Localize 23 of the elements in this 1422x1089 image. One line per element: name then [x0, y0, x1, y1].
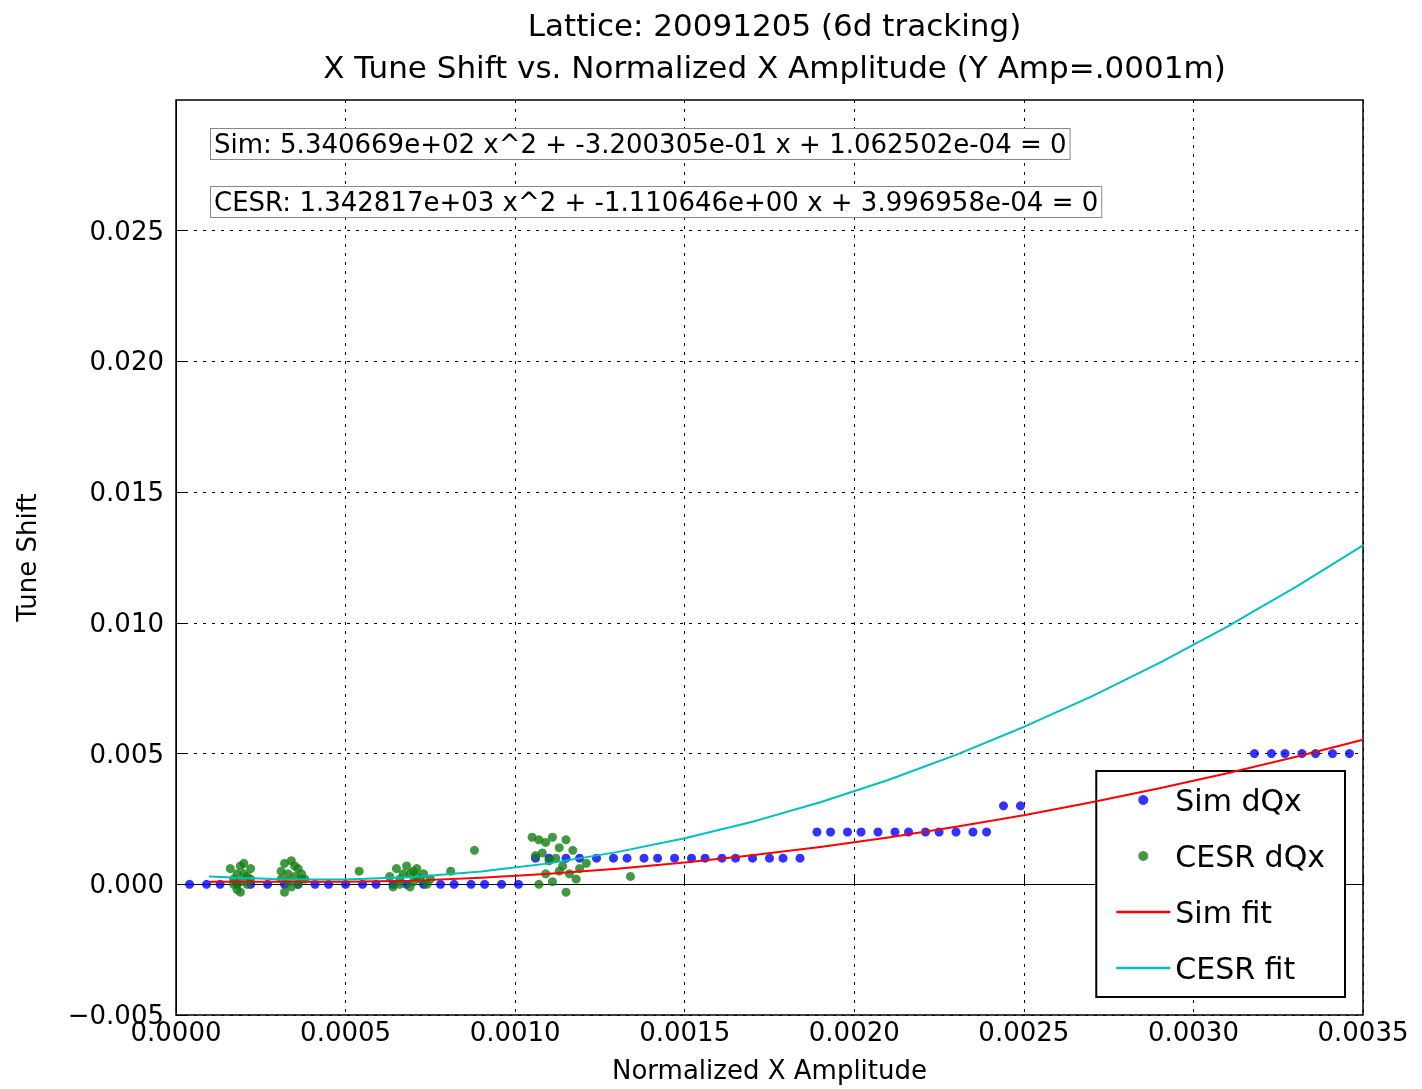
y-axis-title: Tune Shift [12, 493, 42, 623]
annotation: CESR: 1.342817e+03 x^2 + -1.110646e+00 x + 3.996958e-04 = 0 [214, 187, 1099, 217]
y-tick-label: 0.000 [89, 869, 164, 900]
legend-label: Sim fit [1175, 894, 1273, 930]
x-tick-label: 0.0015 [639, 1017, 731, 1047]
y-tick-label: 0.025 [89, 215, 164, 246]
y-tick-label: 0.010 [89, 607, 164, 638]
x-tick-label: 0.0035 [1317, 1017, 1409, 1047]
x-tick-label: 0.0010 [469, 1017, 561, 1047]
y-tick-label: 0.005 [89, 738, 164, 769]
legend-label: CESR fit [1175, 950, 1296, 986]
x-tick-label: 0.0025 [978, 1017, 1070, 1047]
y-tick-label: 0.015 [89, 477, 164, 508]
x-tick-label: 0.0020 [808, 1017, 900, 1047]
y-tick-label: 0.020 [89, 346, 164, 377]
x-tick-label: 0.0005 [300, 1017, 392, 1047]
chart-title: Lattice: 20091205 (6d tracking) [527, 6, 1022, 43]
legend-label: Sim dQx [1175, 782, 1302, 818]
annotation: Sim: 5.340669e+02 x^2 + -3.200305e-01 x + 1.062502e-04 = 0 [214, 129, 1067, 159]
x-tick-label: 0.0030 [1147, 1017, 1239, 1047]
chart-subtitle: X Tune Shift vs. Normalized X Amplitude (Y Amp=.0001m) [323, 48, 1226, 85]
legend-label: CESR dQx [1175, 838, 1326, 874]
x-axis-title: Normalized X Amplitude [611, 1055, 928, 1085]
